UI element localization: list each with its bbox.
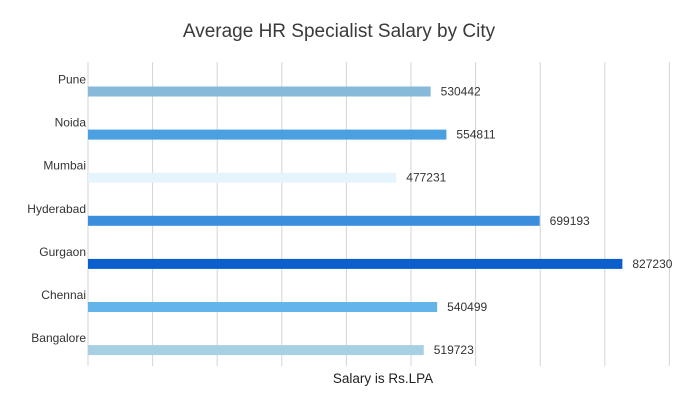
value-label-hyderabad: 699193 <box>550 214 590 228</box>
chart-title: Average HR Specialist Salary by City <box>183 21 496 42</box>
value-label-pune: 530442 <box>441 85 481 99</box>
bars <box>88 86 623 356</box>
value-label-noida: 554811 <box>456 128 495 142</box>
labels: Pune 530442 Noida 554811 Mumbai 477231 Hyderab… <box>27 73 672 358</box>
category-label-noida: Noida <box>55 116 87 130</box>
category-label-chennai: Chennai <box>41 288 86 302</box>
bar-bangalore <box>88 345 424 356</box>
value-label-gurgaon: 827230 <box>632 257 672 271</box>
bar-mumbai <box>88 172 397 183</box>
bar-pune <box>88 86 431 97</box>
category-label-pune: Pune <box>58 73 86 87</box>
value-label-bangalore: 519723 <box>434 343 474 357</box>
x-axis-label: Salary is Rs.LPA <box>333 371 433 386</box>
value-label-mumbai: 477231 <box>406 171 446 185</box>
category-label-hyderabad: Hyderabad <box>27 202 86 216</box>
value-label-chennai: 540499 <box>447 300 487 314</box>
category-label-gurgaon: Gurgaon <box>39 245 86 259</box>
bar-gurgaon <box>88 258 623 269</box>
bar-hyderabad <box>88 215 540 226</box>
bar-chennai <box>88 302 438 312</box>
grid-lines <box>87 62 670 366</box>
category-label-bangalore: Bangalore <box>31 331 86 345</box>
category-label-mumbai: Mumbai <box>43 159 86 173</box>
bar-noida <box>88 129 447 140</box>
